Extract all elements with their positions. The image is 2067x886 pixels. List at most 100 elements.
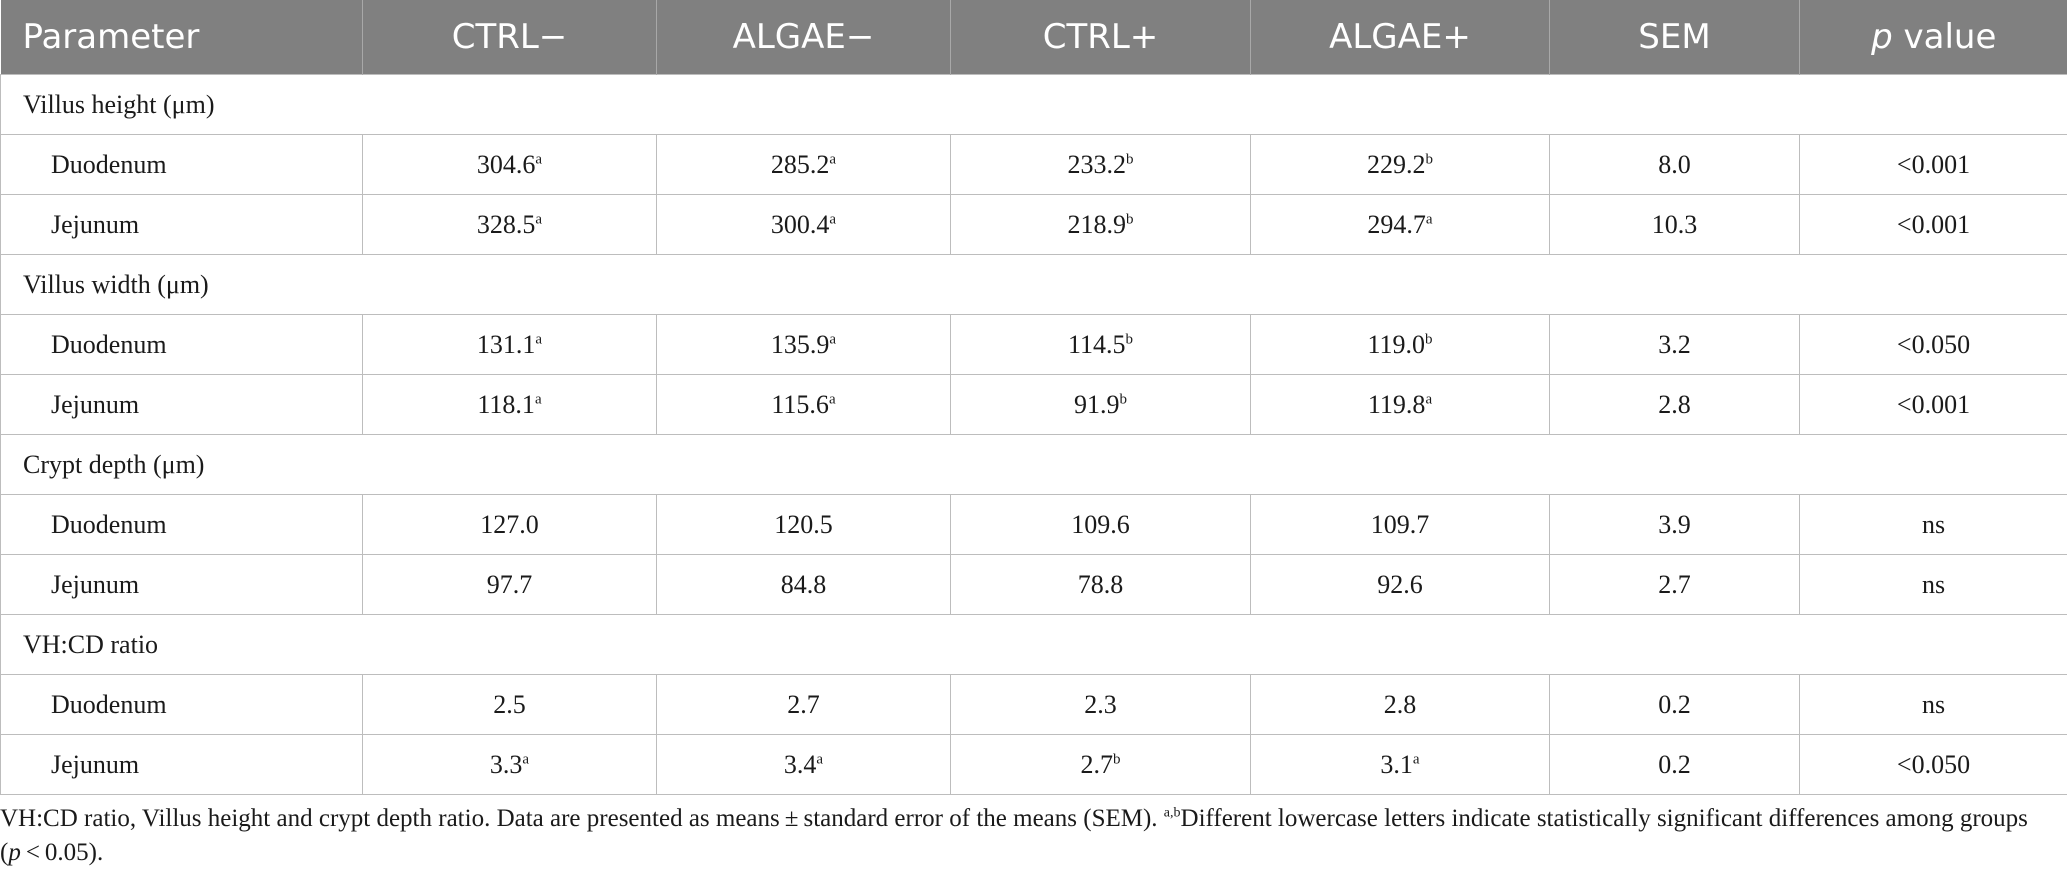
significance-letter: b — [1425, 330, 1433, 347]
row-label: Duodenum — [0, 134, 363, 195]
value-cell: 2.3 — [950, 674, 1251, 735]
header-p-italic: p — [1871, 17, 1893, 57]
significance-letter: a — [829, 330, 837, 347]
group-row: Crypt depth (μm) — [0, 434, 2067, 495]
header-algae-minus: ALGAE− — [656, 0, 951, 75]
significance-letter: b — [1425, 150, 1434, 167]
significance-letter: a — [829, 150, 837, 167]
sem-cell: 2.8 — [1549, 374, 1800, 435]
value-text: 131.1 — [476, 329, 536, 359]
value-text: 84.8 — [780, 569, 827, 599]
p-value-cell: ns — [1799, 494, 2067, 555]
value-text: 3.3 — [489, 749, 523, 779]
group-label: VH:CD ratio — [0, 614, 2067, 675]
value-text: 2.7 — [787, 689, 820, 719]
value-cell: 3.1a — [1250, 734, 1550, 795]
value-cell: 109.7 — [1250, 494, 1550, 555]
significance-letter: b — [1125, 330, 1134, 347]
value-text: 114.5 — [1067, 329, 1126, 359]
value-text: 229.2 — [1367, 149, 1426, 179]
value-text: 3.1 — [1380, 749, 1413, 779]
value-text: 109.7 — [1370, 509, 1430, 539]
value-text: 91.9 — [1074, 389, 1120, 419]
value-text: 2.8 — [1383, 689, 1417, 719]
header-parameter: Parameter — [0, 0, 363, 75]
value-cell: 115.6a — [656, 374, 951, 435]
significance-letter: b — [1119, 390, 1128, 407]
significance-letter: a — [1425, 390, 1433, 407]
header-p-value: p value — [1799, 0, 2067, 75]
header-ctrl-minus: CTRL− — [362, 0, 657, 75]
significance-letter: a — [535, 150, 543, 167]
significance-letter: a — [535, 330, 543, 347]
value-cell: 294.7a — [1250, 194, 1550, 255]
value-cell: 2.7b — [950, 734, 1251, 795]
table-row: Jejunum 97.7 84.8 78.8 92.6 2.7 ns — [0, 554, 2067, 615]
footnote-sup: a,b — [1163, 805, 1181, 821]
table-row: Duodenum 304.6a 285.2a 233.2b 229.2b 8.0 <0.00… — [0, 134, 2067, 195]
table-row: Jejunum 3.3a 3.4a 2.7b 3.1a 0.2 <0.050 — [0, 734, 2067, 795]
value-cell: 233.2b — [950, 134, 1251, 195]
value-text: 304.6 — [476, 149, 536, 179]
sem-cell: 8.0 — [1549, 134, 1800, 195]
value-cell: 114.5b — [950, 314, 1251, 375]
p-value-cell: ns — [1799, 554, 2067, 615]
p-value-cell: <0.050 — [1799, 314, 2067, 375]
group-row: Villus height (μm) — [0, 74, 2067, 135]
p-value-cell: ns — [1799, 674, 2067, 735]
group-label: Villus height (μm) — [0, 74, 2067, 135]
value-cell: 218.9b — [950, 194, 1251, 255]
table-header: Parameter CTRL− ALGAE− CTRL+ ALGAE+ SEM … — [0, 0, 2067, 75]
value-cell: 328.5a — [362, 194, 657, 255]
sem-cell: 3.9 — [1549, 494, 1800, 555]
value-cell: 92.6 — [1250, 554, 1550, 615]
value-cell: 285.2a — [656, 134, 951, 195]
sem-cell: 0.2 — [1549, 734, 1800, 795]
value-cell: 119.8a — [1250, 374, 1550, 435]
value-cell: 118.1a — [362, 374, 657, 435]
header-p-rest: value — [1892, 17, 1997, 57]
value-cell: 229.2b — [1250, 134, 1550, 195]
significance-letter: a — [535, 210, 543, 227]
value-text: 127.0 — [480, 509, 539, 539]
value-text: 115.6 — [771, 389, 829, 419]
row-label: Jejunum — [0, 374, 363, 435]
value-cell: 91.9b — [950, 374, 1251, 435]
table-row: Duodenum 2.5 2.7 2.3 2.8 0.2 ns — [0, 674, 2067, 735]
footnote-part1: VH:CD ratio, Villus height and crypt dep… — [0, 805, 1164, 832]
value-cell: 78.8 — [950, 554, 1251, 615]
group-label: Villus width (μm) — [0, 254, 2067, 315]
table-row: Jejunum 328.5a 300.4a 218.9b 294.7a 10.3 <0.00… — [0, 194, 2067, 255]
value-text: 285.2 — [770, 149, 830, 179]
value-cell: 135.9a — [656, 314, 951, 375]
value-text: 2.5 — [493, 689, 526, 719]
value-text: 119.8 — [1367, 389, 1426, 419]
p-value-cell: <0.001 — [1799, 134, 2067, 195]
significance-letter: b — [1113, 750, 1121, 767]
sem-cell: 0.2 — [1549, 674, 1800, 735]
value-text: 109.6 — [1071, 509, 1130, 539]
value-cell: 127.0 — [362, 494, 657, 555]
value-text: 135.9 — [770, 329, 830, 359]
value-cell: 97.7 — [362, 554, 657, 615]
sem-cell: 3.2 — [1549, 314, 1800, 375]
significance-letter: b — [1126, 150, 1134, 167]
significance-letter: a — [1412, 750, 1420, 767]
value-text: 294.7 — [1367, 209, 1426, 239]
significance-letter: a — [829, 210, 837, 227]
header-ctrl-plus: CTRL+ — [950, 0, 1251, 75]
group-label: Crypt depth (μm) — [0, 434, 2067, 495]
sem-cell: 10.3 — [1549, 194, 1800, 255]
value-cell: 131.1a — [362, 314, 657, 375]
header-sem: SEM — [1549, 0, 1800, 75]
value-text: 2.7 — [1080, 749, 1114, 779]
value-text: 118.1 — [477, 389, 535, 419]
value-text: 328.5 — [476, 209, 536, 239]
value-cell: 120.5 — [656, 494, 951, 555]
value-text: 233.2 — [1067, 149, 1127, 179]
row-label: Duodenum — [0, 674, 363, 735]
value-cell: 3.4a — [656, 734, 951, 795]
value-cell: 119.0b — [1250, 314, 1550, 375]
group-row: Villus width (μm) — [0, 254, 2067, 315]
value-cell: 304.6a — [362, 134, 657, 195]
